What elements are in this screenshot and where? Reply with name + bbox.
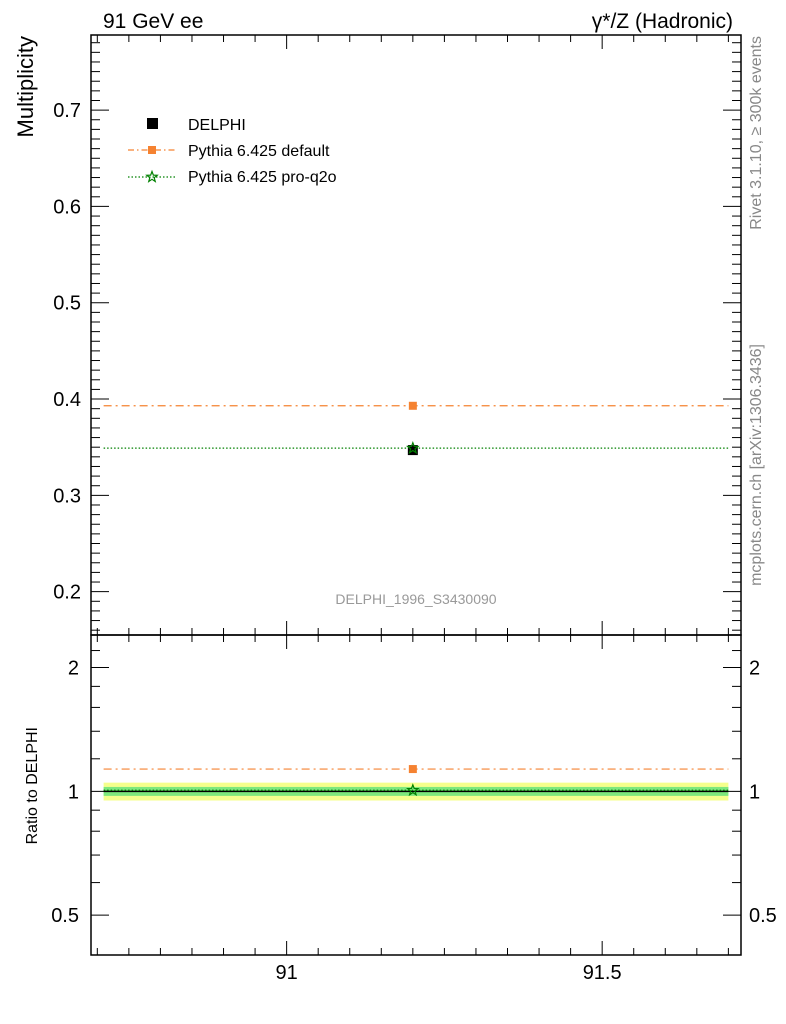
y-tick-label-ratio-right: 2 (749, 658, 760, 680)
ratio-pythia-pro-q2o-point (405, 783, 420, 797)
y-tick-label-main: 0.4 (53, 389, 81, 411)
y-tick-label-main: 0.2 (53, 582, 81, 604)
pythia-default-point (408, 401, 417, 410)
y-tick-label-ratio-right: 0.5 (749, 905, 777, 927)
legend-label: Pythia 6.425 pro-q2o (188, 169, 337, 186)
rivet-version-text: Rivet 3.1.10, ≥ 300k events (748, 36, 765, 230)
header-right: γ*/Z (Hadronic) (592, 10, 733, 33)
legend-label: Pythia 6.425 default (188, 143, 330, 160)
axis-ticks (91, 35, 741, 956)
pythia-pro-q2o-point (405, 440, 420, 454)
y-axis-label-main: Multiplicity (13, 36, 38, 137)
x-tick-label: 91.5 (583, 962, 622, 984)
y-tick-label-main: 0.5 (53, 293, 81, 315)
y-tick-label-main: 0.7 (53, 100, 81, 122)
y-tick-label-main: 0.6 (53, 196, 81, 218)
x-tick-label: 91 (276, 962, 298, 984)
legend-item-delphi: DELPHI (147, 117, 246, 134)
tick-labels: 0.2 0.3 0.4 0.5 0.6 0.7 91 91.5 0.5 0.5 1 1 2 2 (51, 100, 777, 984)
legend-item-pythia-default: Pythia 6.425 default (128, 143, 330, 160)
y-axis-label-ratio: Ratio to DELPHI (24, 727, 41, 844)
ratio-pythia-default-point (408, 765, 417, 774)
ratio-plot-frame (90, 634, 742, 956)
y-tick-label-main: 0.3 (53, 485, 81, 507)
analysis-id: DELPHI_1996_S3430090 (335, 591, 496, 607)
legend-item-pythia-pro-q2o: Pythia 6.425 pro-q2o (128, 169, 337, 186)
legend-marker-star (145, 169, 159, 183)
mcplots-reference-text: mcplots.cern.ch [arXiv:1306.3436] (748, 344, 765, 586)
y-tick-label-ratio-left: 0.5 (51, 905, 79, 927)
legend-marker-square (147, 118, 158, 129)
y-tick-label-ratio-left: 1 (68, 781, 79, 803)
y-tick-label-ratio-left: 2 (68, 658, 79, 680)
legend-marker-square (148, 146, 156, 154)
header-left: 91 GeV ee (103, 10, 203, 33)
legend: DELPHI Pythia 6.425 default Pythia 6.425… (128, 117, 337, 186)
y-tick-label-ratio-right: 1 (749, 781, 760, 803)
legend-label: DELPHI (188, 117, 246, 134)
series-layer (103, 401, 729, 797)
